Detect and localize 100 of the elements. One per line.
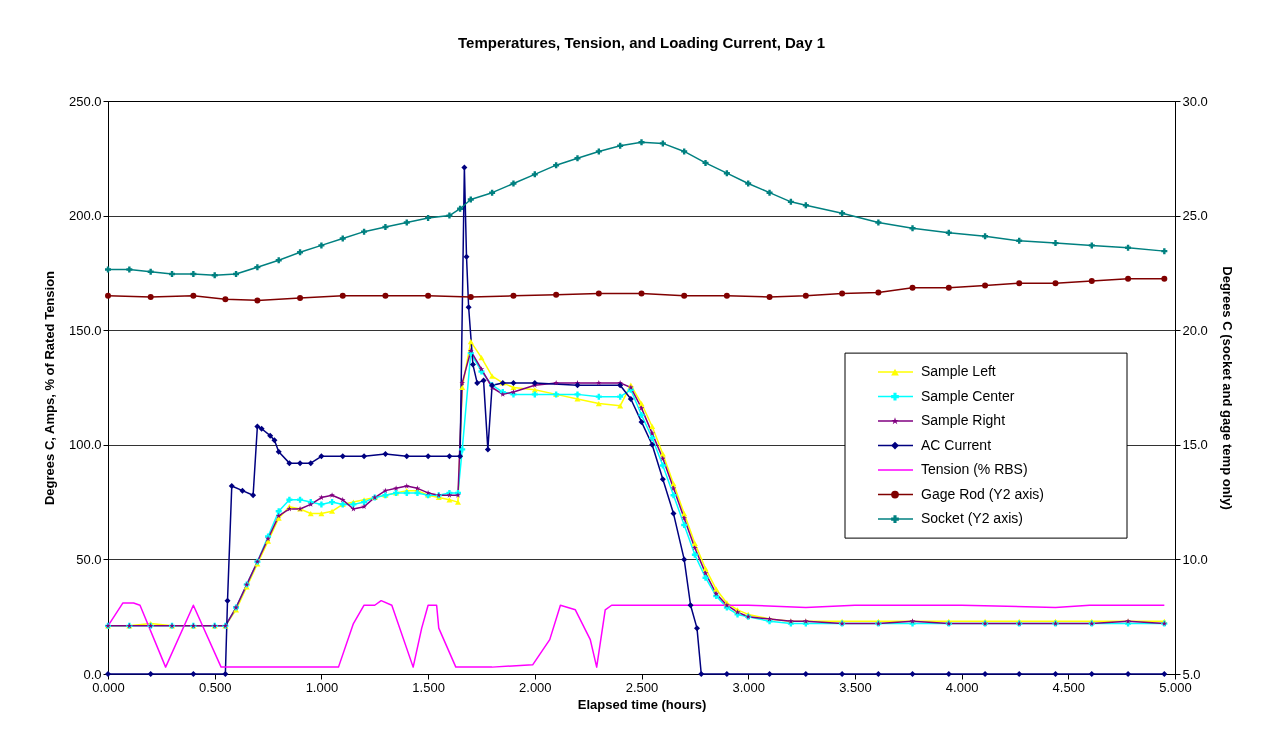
point bbox=[1125, 275, 1132, 282]
point bbox=[254, 297, 261, 304]
y2-axis-title: Degrees C (socket and gage temp only) bbox=[1219, 266, 1235, 510]
x-tick-label: 0.500 bbox=[198, 679, 232, 695]
y-tick-label: 200.0 bbox=[68, 208, 102, 224]
point bbox=[681, 148, 688, 155]
point bbox=[275, 448, 282, 455]
x-tick-label: 5.000 bbox=[1159, 679, 1192, 695]
y2-tick-label: 30.0 bbox=[1182, 93, 1208, 109]
y-tick-label: 150.0 bbox=[68, 322, 102, 338]
point bbox=[766, 293, 773, 300]
point bbox=[467, 293, 474, 300]
point bbox=[693, 625, 700, 632]
point bbox=[723, 671, 730, 677]
point bbox=[875, 671, 882, 677]
point bbox=[909, 671, 916, 677]
point bbox=[190, 671, 197, 677]
point bbox=[723, 292, 730, 299]
point bbox=[254, 264, 261, 271]
x-tick-label: 2.500 bbox=[625, 679, 659, 695]
point bbox=[339, 235, 346, 242]
point bbox=[228, 483, 235, 490]
point bbox=[659, 140, 666, 147]
point bbox=[297, 460, 304, 467]
point bbox=[702, 159, 709, 166]
line-series bbox=[107, 599, 1166, 668]
legend-label: Sample Right bbox=[921, 412, 1006, 429]
point bbox=[909, 225, 916, 232]
point bbox=[802, 292, 809, 299]
point bbox=[318, 242, 325, 249]
legend-label: Tension (% RBS) bbox=[921, 461, 1028, 478]
point bbox=[659, 476, 666, 483]
point bbox=[403, 219, 410, 226]
point bbox=[1088, 242, 1095, 249]
legend-label: Sample Left bbox=[921, 363, 996, 380]
y2-tick-label: 15.0 bbox=[1182, 437, 1208, 453]
legend-label: Sample Center bbox=[921, 387, 1015, 404]
point bbox=[1088, 277, 1095, 284]
legend-label: Socket (Y2 axis) bbox=[921, 510, 1023, 527]
point bbox=[361, 453, 368, 460]
point bbox=[469, 361, 476, 368]
x-axis-title: Elapsed time (hours) bbox=[577, 696, 707, 712]
point bbox=[457, 453, 464, 460]
x-tick-label: 2.000 bbox=[519, 679, 552, 695]
point bbox=[802, 671, 809, 677]
point bbox=[638, 139, 645, 146]
y2-tick-label: 10.0 bbox=[1182, 551, 1208, 567]
point bbox=[875, 219, 882, 226]
point bbox=[339, 453, 346, 460]
legend-label: AC Current bbox=[921, 436, 992, 453]
point bbox=[687, 602, 694, 609]
point bbox=[147, 268, 154, 275]
point bbox=[222, 671, 229, 677]
point bbox=[839, 290, 846, 297]
point bbox=[190, 292, 197, 299]
point bbox=[638, 418, 645, 425]
point bbox=[480, 377, 487, 384]
y-tick-label: 250.0 bbox=[68, 93, 102, 109]
point bbox=[463, 253, 470, 260]
point bbox=[574, 155, 581, 162]
point bbox=[222, 296, 229, 303]
point bbox=[382, 450, 389, 457]
x-tick-label: 1.000 bbox=[305, 679, 339, 695]
point bbox=[474, 379, 481, 386]
point bbox=[531, 171, 538, 178]
point bbox=[617, 142, 624, 149]
point bbox=[510, 180, 517, 187]
point bbox=[945, 284, 952, 291]
point bbox=[510, 379, 517, 386]
point bbox=[510, 292, 517, 299]
point bbox=[553, 291, 560, 298]
point bbox=[147, 293, 154, 300]
x-tick-label: 0.000 bbox=[92, 679, 125, 695]
point bbox=[766, 189, 773, 196]
point bbox=[446, 212, 453, 219]
point bbox=[271, 437, 278, 444]
point bbox=[147, 671, 154, 677]
point bbox=[461, 164, 468, 171]
point bbox=[1161, 671, 1168, 677]
point bbox=[105, 266, 111, 273]
point bbox=[681, 556, 688, 563]
point bbox=[649, 441, 656, 448]
point bbox=[267, 432, 274, 439]
point bbox=[1125, 671, 1132, 677]
point bbox=[465, 304, 472, 311]
point bbox=[403, 453, 410, 460]
point bbox=[681, 292, 688, 299]
point bbox=[190, 271, 197, 278]
x-tick-label: 4.500 bbox=[1052, 679, 1086, 695]
point bbox=[698, 671, 705, 677]
point bbox=[1161, 275, 1168, 282]
chart-title: Temperatures, Tension, and Loading Current, Day 1 bbox=[457, 34, 826, 51]
point bbox=[982, 671, 989, 677]
point bbox=[1052, 280, 1059, 287]
point bbox=[307, 460, 314, 467]
point bbox=[425, 453, 432, 460]
y-tick-label: 0.0 bbox=[83, 666, 102, 682]
point bbox=[382, 224, 389, 231]
point bbox=[595, 290, 602, 297]
x-tick-label: 3.000 bbox=[732, 679, 765, 695]
